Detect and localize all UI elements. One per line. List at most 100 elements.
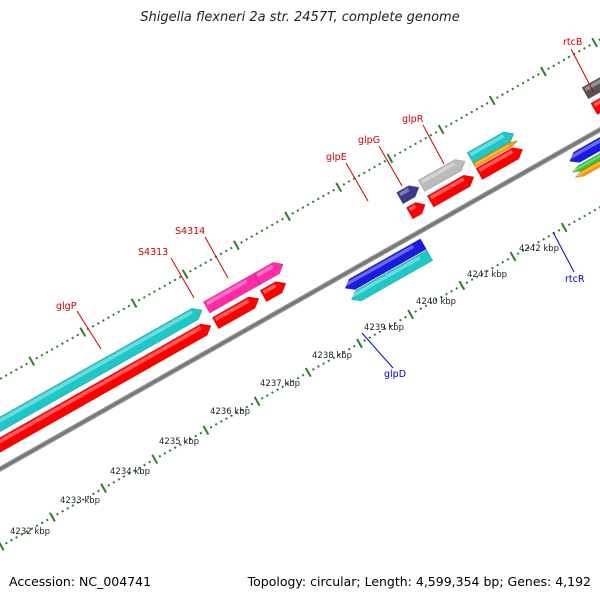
glpG-feature[interactable] (417, 156, 468, 192)
inner-minor-tick (35, 524, 39, 528)
gene-label-glgP[interactable]: glgP (56, 301, 77, 312)
glgP-feature[interactable] (0, 304, 205, 504)
inner-minor-tick (373, 333, 377, 337)
rtcR-feature-c[interactable] (574, 122, 600, 180)
genome-title: Shigella flexneri 2a str. 2457T, complet… (140, 10, 460, 25)
gene-label-glpG[interactable]: glpG (358, 135, 380, 146)
glpR-feature-b[interactable] (472, 138, 519, 168)
gene-label-S4313[interactable]: S4313 (138, 247, 168, 258)
outer-minor-tick (398, 151, 402, 154)
inner-minor-tick (414, 310, 418, 313)
inner-minor-tick (250, 402, 254, 406)
scale-labels: 4232 kbp 4233 kbp 4234 kbp 4235 kbp 4236 kbp… (10, 244, 559, 537)
outer-minor-tick (55, 345, 59, 348)
cds-feature[interactable] (259, 278, 289, 303)
inner-minor-tick (312, 368, 315, 371)
outer-minor-tick (496, 96, 499, 99)
inner-minor-tick (276, 388, 279, 392)
inner-minor-tick (327, 359, 331, 363)
scale-tick-label: 4240 kbp (416, 297, 456, 307)
inner-major-tick (560, 222, 568, 233)
outer-minor-tick (20, 365, 23, 369)
cds-feature[interactable] (0, 320, 214, 519)
inner-minor-tick (567, 223, 571, 226)
gene-label-glpE[interactable]: glpE (326, 152, 347, 163)
inner-major-tick (253, 396, 261, 407)
inner-minor-tick (445, 292, 448, 296)
inner-minor-tick (194, 434, 198, 438)
outer-minor-tick (4, 374, 8, 377)
inner-major-tick (356, 338, 363, 349)
inner-minor-tick (173, 446, 177, 449)
glpR-feature-a[interactable] (466, 128, 517, 165)
outer-minor-tick (194, 267, 197, 270)
inner-minor-tick (537, 240, 540, 244)
inner-minor-tick (470, 278, 474, 282)
inner-minor-tick (501, 260, 505, 264)
inner-minor-tick (404, 315, 407, 319)
outer-minor-tick (117, 310, 121, 314)
inner-minor-tick (107, 483, 111, 487)
inner-minor-tick (557, 229, 561, 232)
cds-feature[interactable] (475, 144, 526, 181)
outer-minor-tick (66, 339, 69, 343)
inner-minor-tick (61, 509, 64, 513)
cds-feature[interactable] (405, 199, 428, 220)
glpD-feature[interactable] (342, 238, 427, 294)
gene-leader-line (361, 332, 394, 369)
gene-label-glpD[interactable]: glpD (384, 369, 406, 380)
outer-minor-tick (178, 275, 182, 279)
outer-major-tick (540, 66, 547, 77)
inner-minor-tick (235, 411, 238, 415)
inner-minor-tick (419, 307, 423, 310)
rtcB-feature[interactable] (581, 58, 600, 100)
inner-minor-tick (15, 535, 18, 539)
outer-minor-tick (424, 136, 428, 140)
scale-tick-label: 4236 kbp (210, 407, 250, 417)
inner-major-tick (304, 367, 312, 378)
cds-feature[interactable] (211, 293, 262, 330)
inner-major-tick (202, 425, 210, 436)
outer-major-tick (284, 211, 291, 222)
gene-label-rtcR[interactable]: rtcR (565, 274, 585, 285)
outer-minor-tick (414, 142, 417, 146)
S4314-feature[interactable] (253, 258, 287, 285)
outer-minor-tick (76, 333, 80, 337)
outer-minor-tick (14, 368, 18, 372)
inner-minor-tick (76, 501, 80, 504)
gene-label-glpR[interactable]: glpR (402, 114, 424, 125)
glpE-feature[interactable] (396, 182, 423, 205)
glpD-feature-b[interactable] (349, 249, 434, 305)
outer-minor-tick (71, 336, 74, 340)
inner-minor-tick (521, 249, 525, 253)
cds-feature[interactable] (590, 74, 600, 116)
outer-major-tick (130, 298, 138, 308)
rtcR-feature-b[interactable] (571, 117, 600, 174)
inner-minor-tick (66, 507, 70, 510)
outer-minor-tick (577, 49, 581, 53)
genome-backbone (0, 51, 600, 548)
gene-leader-line (170, 257, 195, 299)
inner-minor-tick (465, 281, 469, 284)
inner-minor-tick (347, 347, 351, 351)
outer-minor-tick (101, 319, 105, 322)
inner-minor-tick (209, 425, 213, 429)
gene-features (0, 58, 600, 519)
outer-minor-tick (9, 371, 13, 374)
inner-minor-tick (260, 396, 264, 400)
inner-minor-tick (245, 405, 249, 409)
gene-label-S4314[interactable]: S4314 (175, 226, 205, 237)
rtcR-feature[interactable] (567, 104, 600, 166)
inner-minor-tick (455, 286, 459, 290)
outer-minor-tick (567, 55, 571, 59)
outer-minor-tick (173, 278, 177, 282)
cds-feature[interactable] (426, 171, 477, 208)
outer-minor-tick (393, 154, 397, 157)
inner-minor-tick (368, 336, 372, 339)
inner-minor-tick (439, 295, 443, 299)
outer-minor-tick (296, 209, 300, 212)
inner-minor-tick (526, 246, 530, 250)
gene-label-rtcB[interactable]: rtcB (563, 37, 582, 48)
outer-minor-tick (460, 116, 463, 120)
outer-minor-tick (475, 107, 479, 111)
